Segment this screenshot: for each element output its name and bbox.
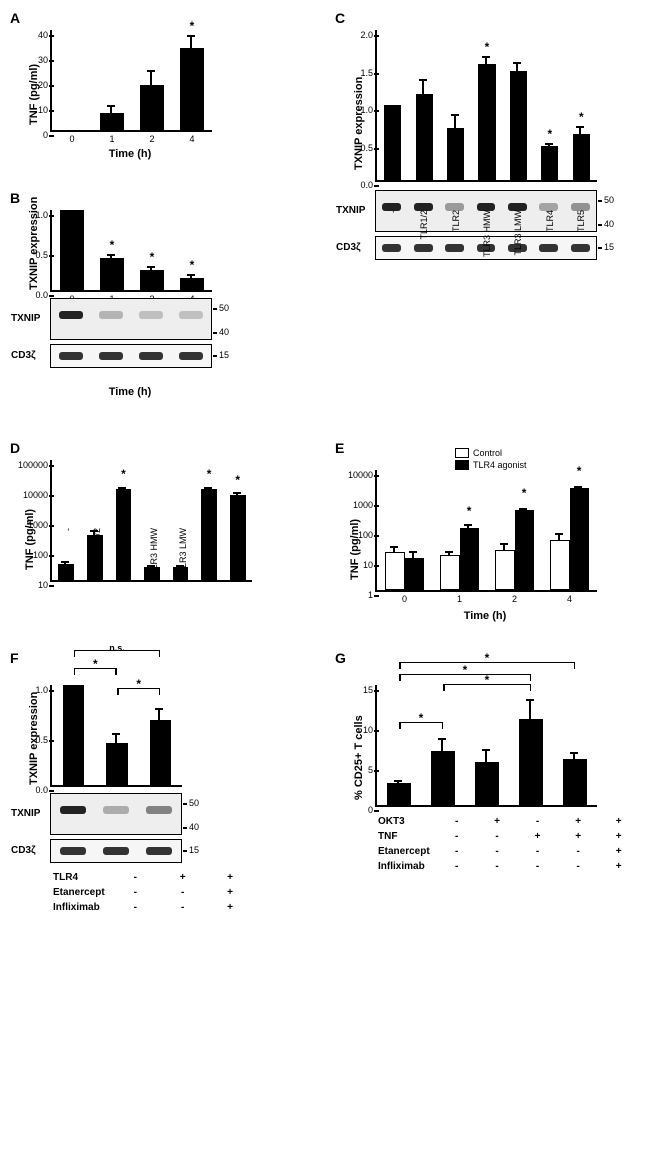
legend-E: Control TLR4 agonist: [455, 448, 527, 470]
panel-label-D: D: [10, 440, 20, 456]
bar: [447, 128, 464, 181]
plot-A: 010203040012*4: [50, 30, 212, 132]
plot-B: 0.00.51.00*1*2*4: [50, 210, 212, 292]
bar: [180, 48, 204, 131]
bar: [60, 210, 84, 290]
conditions-F: TLR4-++Etanercept--+Infliximab--+: [50, 869, 255, 916]
chart-D: TNF (pg/ml) 10100100010000100000-TLR1/2*…: [50, 460, 270, 582]
bar: [140, 85, 164, 130]
ylabel-A: TNF (pg/ml): [28, 64, 40, 125]
chart-A: TNF (pg/ml) 010203040012*4 Time (h): [50, 30, 230, 160]
conditions-G: OKT3-+-++TNF--+++Etanercept----+Inflixim…: [375, 813, 640, 875]
chart-B: TXNIP expression 0.00.51.00*1*2*4: [50, 210, 230, 292]
bar: [541, 146, 558, 180]
panel-C: C TXNIP expression 0.00.51.01.52.0*** TX…: [335, 10, 640, 430]
ylabel-C: TXNIP expression: [353, 77, 365, 170]
legend-tlr4-label: TLR4 agonist: [473, 460, 527, 470]
bar: [100, 113, 124, 131]
plot-D: 10100100010000100000-TLR1/2*TLR2TLR3 HMW…: [50, 460, 252, 582]
chart-E: TNF (pg/ml) 1101001000100000*1*2*4 Time …: [375, 470, 615, 622]
plot-C: 0.00.51.01.52.0***: [375, 30, 597, 182]
legend-tlr4: TLR4 agonist: [455, 460, 527, 470]
xlabel-A: Time (h): [50, 148, 210, 160]
plot-F: 0.00.51.0**n.s.: [50, 685, 182, 787]
panel-A: A TNF (pg/ml) 010203040012*4 Time (h): [10, 10, 315, 180]
bar: [478, 64, 495, 180]
bar: [100, 258, 124, 290]
bar: [180, 278, 204, 290]
panel-label-F: F: [10, 650, 19, 666]
chart-C: TXNIP expression 0.00.51.01.52.0***: [375, 30, 615, 182]
bar: [387, 783, 411, 805]
bar: [475, 762, 499, 805]
legend-control: Control: [455, 448, 527, 458]
chart-G: % CD25+ T cells 051015****: [375, 685, 625, 807]
xlabel-B: Time (h): [50, 386, 210, 398]
panel-B: B TXNIP expression 0.00.51.00*1*2*4 TXNI…: [10, 190, 315, 430]
plot-E: 1101001000100000*1*2*4: [375, 470, 597, 592]
bar: [519, 719, 543, 805]
panel-label-C: C: [335, 10, 345, 26]
panel-E: E Control TLR4 agonist TNF (pg/ml) 11010…: [335, 440, 640, 640]
bar: [150, 720, 172, 785]
figure-grid: A TNF (pg/ml) 010203040012*4 Time (h) C …: [10, 10, 640, 930]
bar: [140, 270, 164, 290]
xticks-C: -TLR1/2TLR2TLR3 HMWTLR3 LMWTLR4TLR5: [335, 264, 640, 324]
swatch-black-icon: [455, 460, 469, 470]
panel-label-B: B: [10, 190, 20, 206]
chart-F: TXNIP expression 0.00.51.0**n.s.: [50, 685, 210, 787]
panel-label-A: A: [10, 10, 20, 26]
panel-F: F TXNIP expression 0.00.51.0**n.s. TXNIP…: [10, 650, 315, 930]
panel-G: G % CD25+ T cells 051015**** OKT3-+-++TN…: [335, 650, 640, 930]
bar: [384, 105, 401, 180]
plot-G: 051015****: [375, 685, 597, 807]
bar: [510, 71, 527, 180]
panel-label-E: E: [335, 440, 344, 456]
bar: [416, 94, 433, 180]
bar: [63, 685, 85, 785]
bar: [106, 743, 128, 785]
blots-B: TXNIP5040CD3ζ15: [10, 298, 315, 368]
swatch-white-icon: [455, 448, 469, 458]
bar: [573, 134, 590, 181]
legend-control-label: Control: [473, 448, 502, 458]
xlabel-E: Time (h): [375, 610, 595, 622]
blots-F: TXNIP5040CD3ζ15: [10, 793, 315, 863]
ylabel-E: TNF (pg/ml): [349, 519, 361, 580]
panel-label-G: G: [335, 650, 346, 666]
panel-D: D TNF (pg/ml) 10100100010000100000-TLR1/…: [10, 440, 315, 640]
bar: [563, 759, 587, 805]
bar: [431, 751, 455, 805]
ylabel-D: TNF (pg/ml): [24, 509, 36, 570]
